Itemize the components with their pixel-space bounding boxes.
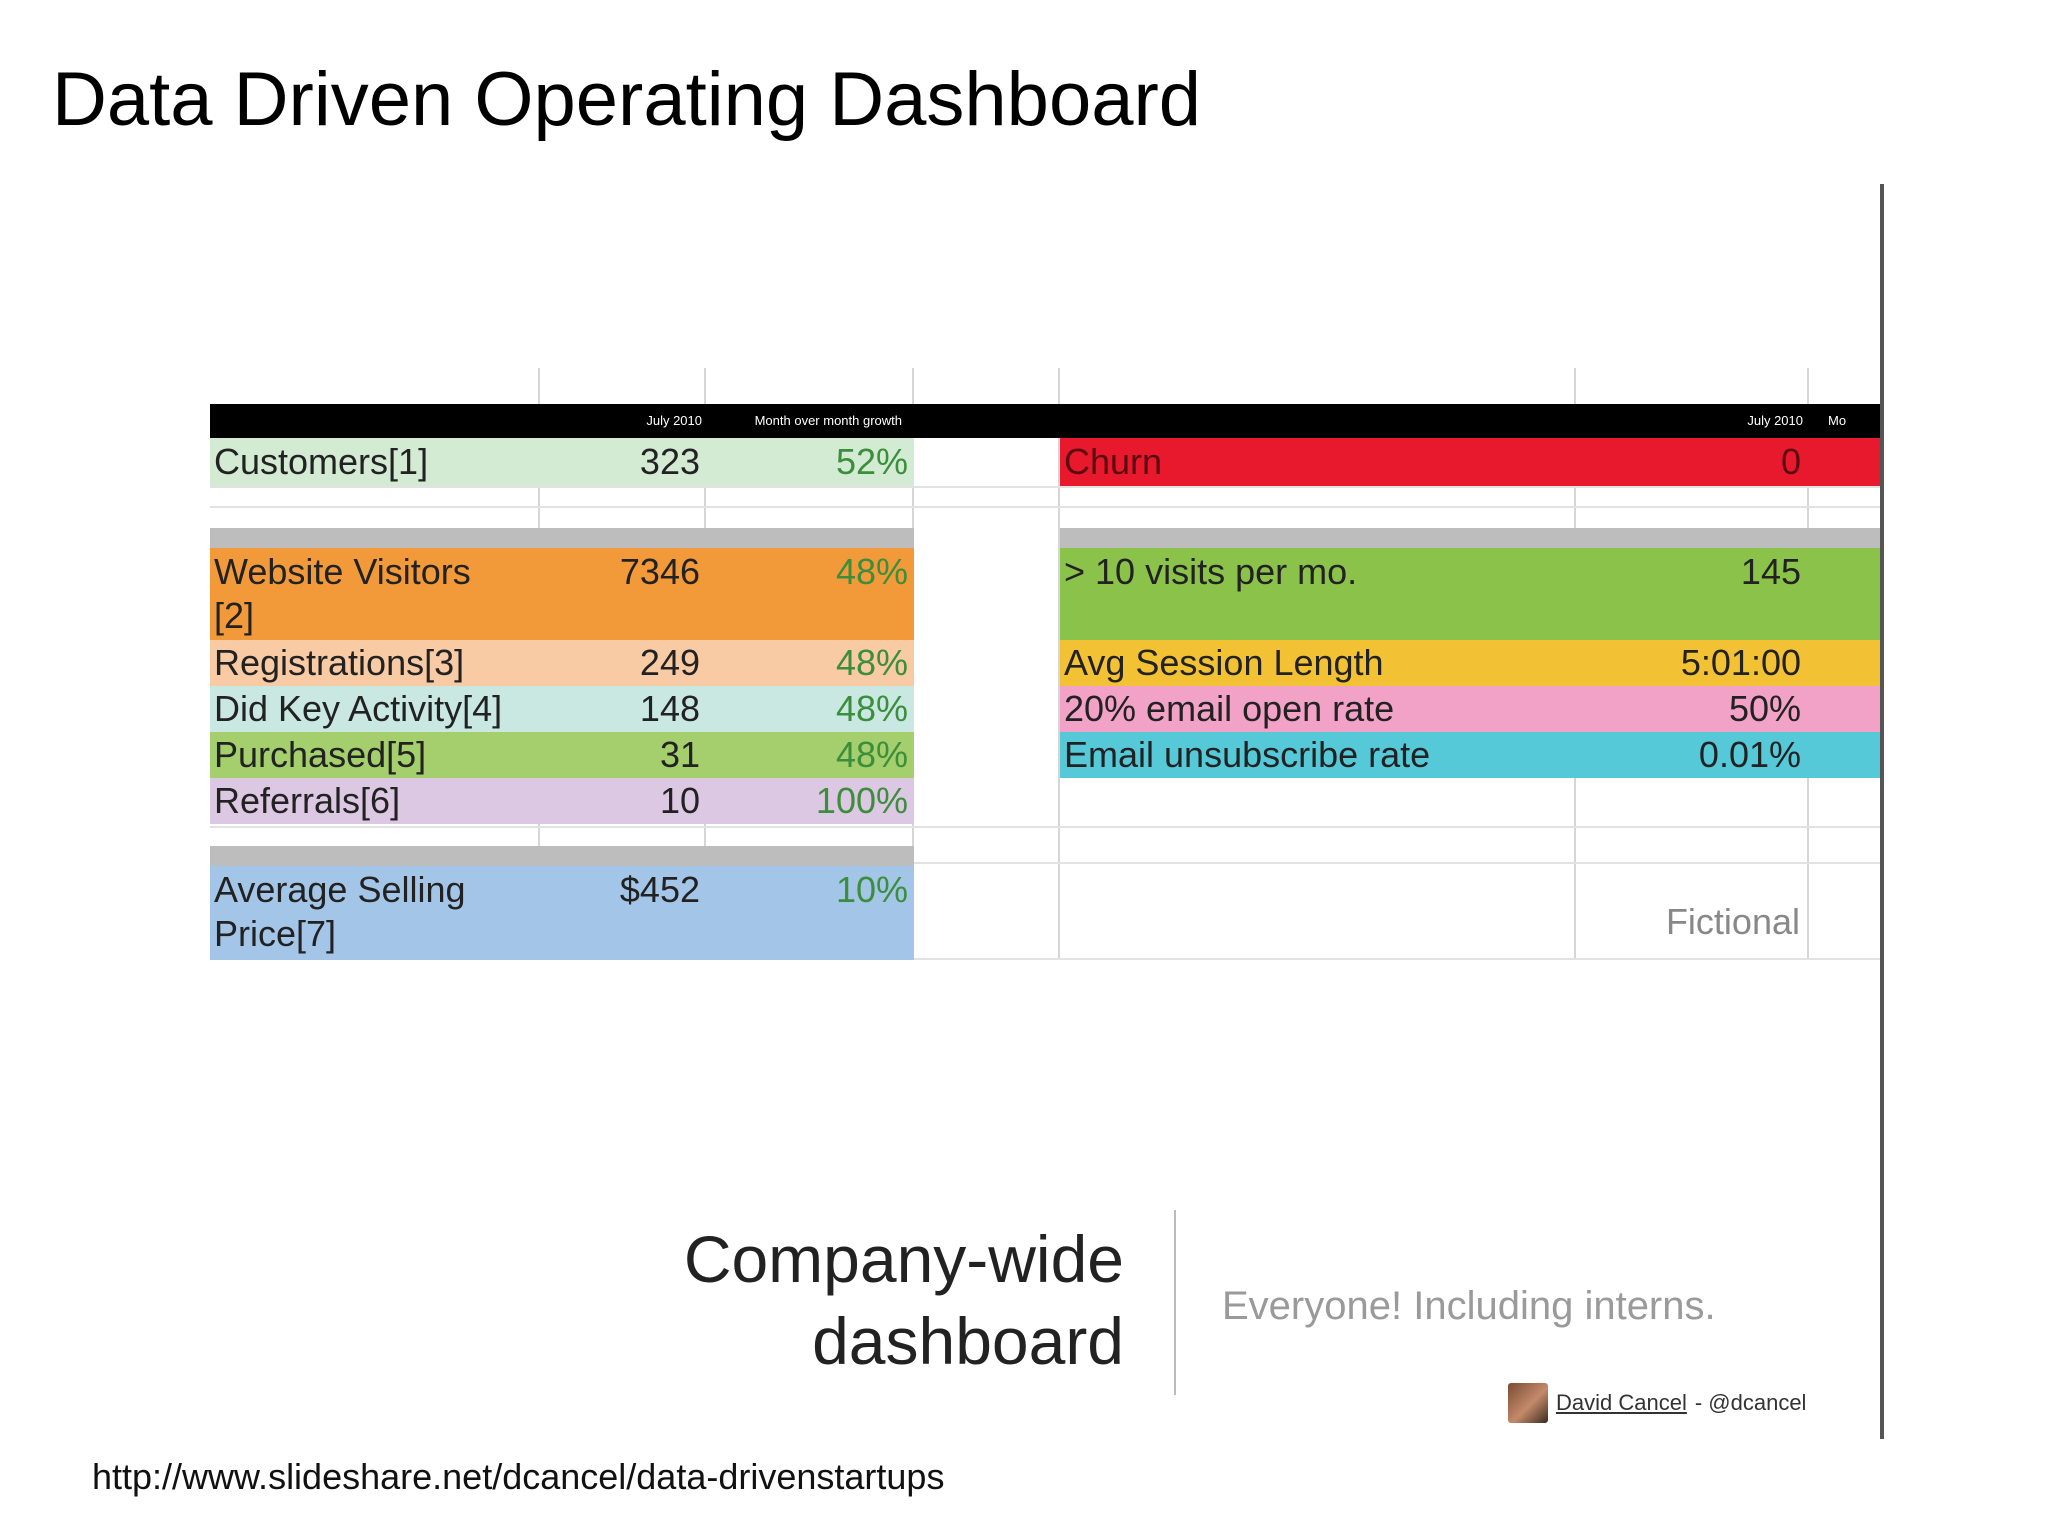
metric-label: Did Key Activity[4] [214,688,503,729]
metric-growth: 48% [835,688,908,729]
caption-divider [1174,1210,1176,1395]
caption-heading-line1: Company-wide [683,1222,1124,1296]
metric-growth: 48% [835,734,908,775]
metric-label: Avg Session Length [1064,642,1384,683]
author-credit: David Cancel - @dcancel [1508,1383,1806,1423]
author-link[interactable]: David Cancel [1556,1390,1687,1415]
metric-row-purchased: Purchased[5] 31 48% [210,732,914,778]
right-header-growth: Mo [1828,413,1847,428]
metric-row-visits: > 10 visits per mo. 145 [1060,548,1880,640]
metric-label: Customers[1] [214,441,429,482]
row-fill [1060,732,1880,778]
row-fill [210,778,914,824]
metric-row-referrals: Referrals[6] 10 100% [210,778,914,824]
grid-line [210,826,1880,828]
row-fill [1060,548,1880,640]
metric-label: Average Selling Price[7] [214,869,466,954]
grid-line [210,958,1880,960]
metric-value: 249 [639,642,700,683]
metric-label: Purchased[5] [214,734,427,775]
metric-row-churn: Churn 0 [1060,438,1880,486]
source-url[interactable]: http://www.slideshare.net/dcancel/data-d… [92,1456,945,1497]
metric-growth: 48% [835,551,908,592]
grid-line [1058,368,1060,960]
separator-band [210,528,914,548]
left-header-growth: Month over month growth [754,413,902,428]
slide-edge-line [1880,184,1884,1439]
metric-growth: 52% [835,441,908,482]
metric-row-key-activity: Did Key Activity[4] 148 48% [210,686,914,732]
metric-row-registrations: Registrations[3] 249 48% [210,640,914,686]
metric-label: 20% email open rate [1064,688,1395,729]
metric-growth: 48% [835,642,908,683]
metric-value: 7346 [619,551,700,592]
metric-value: 5:01:00 [1680,642,1801,683]
metric-value: 10 [659,780,700,821]
metric-value: $452 [619,869,700,910]
metric-value: 145 [1740,551,1801,592]
caption-heading-line2: dashboard [812,1304,1124,1378]
left-header-month: July 2010 [646,413,702,428]
row-fill [1060,686,1880,732]
metric-label: > 10 visits per mo. [1064,551,1358,592]
caption-audience: Everyone! Including interns. [1222,1284,1716,1328]
metric-growth: 100% [815,780,908,821]
metric-row-website-visitors: Website Visitors [2] 7346 48% [210,548,914,640]
grid-line [210,506,1880,508]
row-fill [210,548,914,640]
fictional-note: Fictional [1665,901,1800,942]
metric-value: 0 [1780,441,1801,482]
left-header-bar: July 2010 Month over month growth [210,404,1060,438]
separator-band [210,846,914,866]
grid-line [210,486,1880,488]
metric-row-unsubscribe: Email unsubscribe rate 0.01% [1060,732,1880,778]
row-fill [210,732,914,778]
caption-heading: Company-wide dashboard [600,1218,1124,1382]
right-header-bar: July 2010 Mo [1060,404,1880,438]
metric-row-email-open: 20% email open rate 50% [1060,686,1880,732]
metric-value: 323 [639,441,700,482]
separator-band [1060,528,1880,548]
metric-label: Churn [1064,441,1163,482]
row-fill [210,686,914,732]
row-fill [210,640,914,686]
slide-title: Data Driven Operating Dashboard [52,57,1202,142]
metric-row-avg-selling-price: Average Selling Price[7] $452 10% [210,866,914,960]
metric-value: 0.01% [1698,734,1801,775]
author-handle: - @dcancel [1694,1390,1807,1415]
grid-line [210,862,1880,864]
right-header-month: July 2010 [1747,413,1803,428]
row-fill [1060,438,1880,486]
metric-label: Registrations[3] [214,642,465,683]
row-fill [1060,640,1880,686]
row-fill [210,866,914,960]
metric-value: 148 [639,688,700,729]
avatar [1508,1383,1548,1423]
metric-growth: 10% [835,869,908,910]
metric-row-customers: Customers[1] 323 52% [210,438,914,486]
metric-label: Referrals[6] [214,780,401,821]
metric-value: 50% [1728,688,1801,729]
row-fill [210,438,914,486]
metric-row-session-length: Avg Session Length 5:01:00 [1060,640,1880,686]
metric-value: 31 [659,734,700,775]
metric-label: Email unsubscribe rate [1064,734,1431,775]
metric-label: Website Visitors [2] [214,551,471,636]
